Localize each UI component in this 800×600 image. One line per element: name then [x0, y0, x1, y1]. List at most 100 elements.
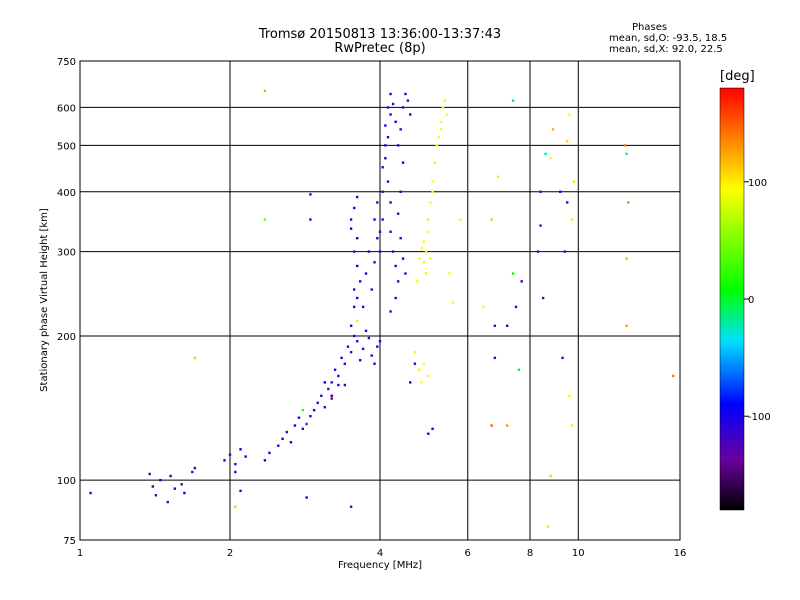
x-axis-label: Frequency [MHz] — [338, 560, 422, 571]
data-point — [301, 408, 305, 412]
data-point — [514, 305, 518, 309]
data-point — [376, 345, 379, 348]
data-point — [268, 451, 271, 455]
data-point — [511, 272, 515, 275]
data-point — [277, 444, 280, 447]
data-point — [549, 157, 552, 160]
data-point — [435, 144, 438, 147]
data-point — [561, 356, 564, 360]
data-point — [625, 257, 628, 260]
data-point — [563, 250, 567, 253]
data-point — [427, 432, 430, 435]
x-tick-label: 6 — [465, 548, 471, 559]
data-point — [541, 296, 545, 300]
data-point — [413, 362, 417, 365]
y-tick-label: 75 — [63, 536, 76, 547]
data-point — [549, 474, 552, 478]
data-point — [364, 329, 368, 333]
data-point — [361, 305, 365, 309]
data-point — [427, 218, 430, 221]
data-point — [376, 201, 379, 204]
data-point — [437, 135, 441, 139]
data-point — [234, 462, 237, 466]
data-point — [352, 288, 356, 291]
data-point — [373, 261, 376, 264]
data-point — [373, 362, 376, 365]
data-point — [493, 356, 497, 360]
data-point — [431, 427, 434, 431]
data-point — [394, 296, 397, 300]
data-point — [671, 374, 675, 378]
data-point — [422, 362, 426, 365]
data-point — [370, 288, 373, 291]
data-point — [429, 201, 432, 204]
data-point — [396, 144, 400, 147]
data-point — [401, 106, 405, 109]
data-point — [420, 381, 423, 384]
data-point — [337, 374, 340, 378]
data-point — [352, 305, 356, 309]
data-point — [389, 230, 392, 233]
data-point — [409, 113, 412, 116]
data-point — [394, 264, 397, 268]
x-axis-ticks: 1 2 4 6 8 10 16 — [77, 548, 687, 559]
data-point — [570, 424, 573, 427]
data-point — [451, 301, 455, 304]
data-point — [312, 408, 316, 412]
data-point — [263, 218, 267, 221]
data-point — [349, 350, 353, 354]
data-point — [378, 340, 382, 343]
data-point — [386, 135, 390, 139]
y-tick-label: 750 — [57, 57, 76, 68]
data-point — [404, 272, 407, 275]
data-point — [427, 230, 430, 233]
data-point — [330, 397, 333, 400]
data-point — [361, 347, 365, 351]
data-point — [422, 261, 426, 264]
data-point — [183, 491, 186, 495]
data-point — [263, 89, 267, 92]
data-point — [352, 334, 356, 338]
data-point — [355, 296, 359, 300]
data-point — [323, 406, 327, 409]
y-tick-label: 500 — [57, 141, 76, 152]
data-point — [427, 374, 430, 378]
data-point — [193, 466, 197, 470]
data-point — [431, 180, 434, 183]
data-point — [309, 193, 312, 196]
colorbar-tick-label: 100 — [748, 178, 767, 189]
data-point — [391, 102, 395, 106]
data-point — [443, 99, 447, 102]
data-point — [343, 362, 347, 365]
data-point — [343, 383, 347, 387]
data-point — [559, 190, 562, 193]
data-point — [459, 218, 462, 221]
data-point — [349, 218, 353, 221]
chart-title: Tromsø 20150813 13:36:00-13:37:43 — [258, 27, 502, 42]
data-point — [505, 324, 509, 328]
data-point — [364, 272, 368, 275]
data-point — [551, 128, 555, 131]
data-point — [627, 201, 630, 204]
data-point — [381, 218, 384, 221]
y-axis-ticks: 75 100 200 300 400 500 600 750 — [57, 57, 76, 547]
data-point — [193, 356, 197, 360]
data-point — [490, 218, 493, 221]
data-point — [330, 381, 333, 384]
data-point — [301, 427, 305, 431]
data-point — [539, 224, 542, 227]
data-point — [406, 99, 410, 102]
data-point — [358, 359, 362, 362]
data-point — [447, 272, 451, 275]
data-point — [399, 236, 402, 240]
y-tick-label: 100 — [57, 476, 76, 487]
data-point — [89, 491, 92, 495]
data-point — [511, 99, 515, 102]
x-tick-label: 2 — [227, 548, 233, 559]
data-point — [355, 319, 359, 323]
data-point — [401, 161, 405, 164]
x-tick-label: 16 — [674, 548, 687, 559]
data-point — [536, 250, 540, 253]
data-point — [154, 494, 158, 497]
data-point — [445, 113, 449, 116]
